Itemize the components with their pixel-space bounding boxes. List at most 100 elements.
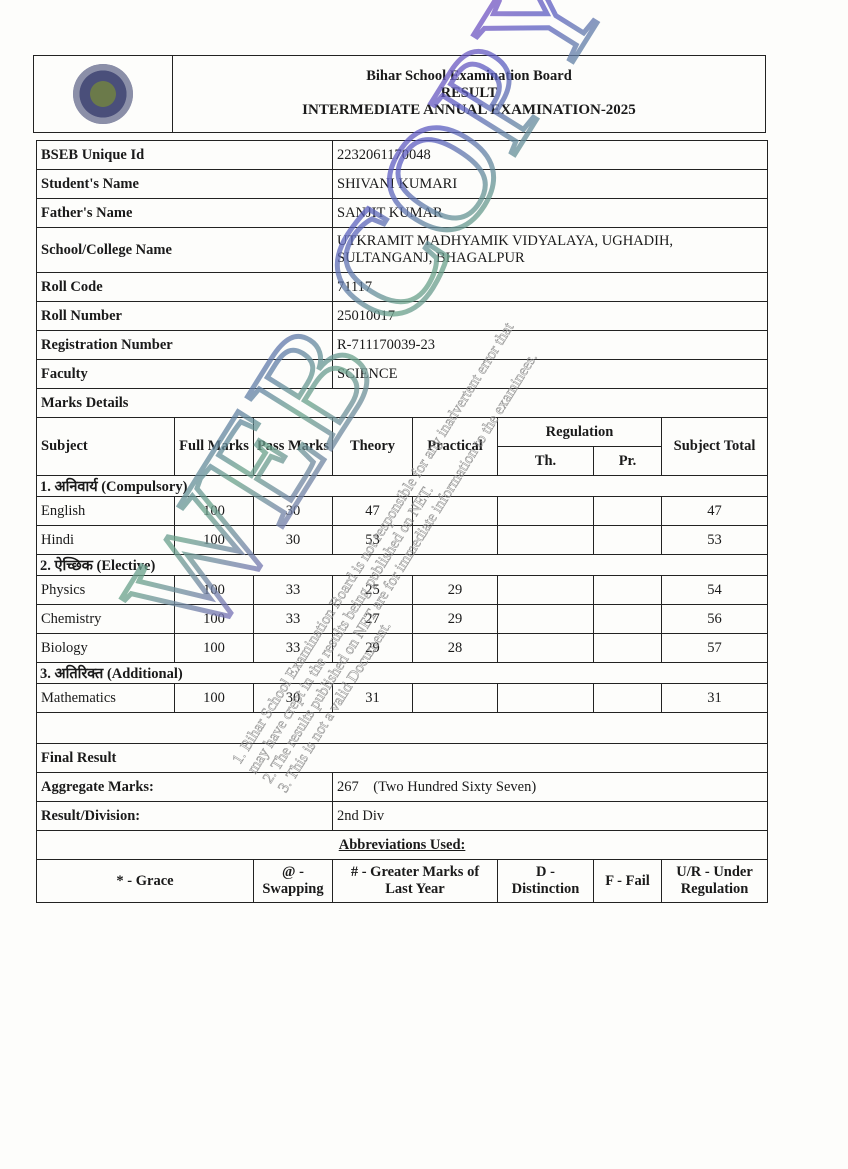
subject-row: Biology 100 33 29 28 57 xyxy=(36,633,769,663)
abbr-title-row: Abbreviations Used: xyxy=(35,830,769,860)
subject-name: Physics xyxy=(36,575,175,605)
info-value: 71117 xyxy=(331,272,769,302)
marks-pr xyxy=(593,604,662,634)
info-label: Roll Number xyxy=(36,301,333,331)
marks-theory: 25 xyxy=(332,575,413,605)
marks-full: 100 xyxy=(174,575,254,605)
info-value: R-711170039-23 xyxy=(331,330,769,360)
info-label: Student's Name xyxy=(36,169,333,199)
final-result-row: Final Result xyxy=(35,743,769,773)
header-subject-total: Subject Total xyxy=(660,417,769,476)
abbreviation-item: # - Greater Marks of Last Year xyxy=(332,859,498,903)
marks-pass: 33 xyxy=(253,604,333,634)
result-title: RESULT xyxy=(440,85,498,101)
marks-full: 100 xyxy=(174,604,254,634)
marks-pass: 30 xyxy=(253,525,333,555)
marks-th xyxy=(497,496,594,526)
marks-practical: 28 xyxy=(412,633,498,663)
abbreviations-title: Abbreviations Used: xyxy=(35,830,769,860)
marks-total: 57 xyxy=(660,633,769,663)
info-value: 2232061170048 xyxy=(331,140,769,170)
division-row: Result/Division: 2nd Div xyxy=(36,801,769,831)
marks-th xyxy=(497,525,594,555)
marks-theory: 29 xyxy=(332,633,413,663)
marks-th xyxy=(497,604,594,634)
info-row: BSEB Unique Id 2232061170048 xyxy=(36,140,769,170)
section-row: 1. अनिवार्य (Compulsory) xyxy=(35,475,769,497)
subject-name: English xyxy=(36,496,175,526)
blank-row xyxy=(35,712,769,744)
header-full-marks: Full Marks xyxy=(174,417,254,476)
board-name: Bihar School Examination Board xyxy=(366,68,572,84)
abbreviation-item: F - Fail xyxy=(593,859,662,903)
marks-theory: 27 xyxy=(332,604,413,634)
info-value: SANJIT KUMAR xyxy=(331,198,769,228)
header-theory: Theory xyxy=(332,417,413,476)
marks-practical: 29 xyxy=(412,575,498,605)
subject-row: English 100 30 47 47 xyxy=(36,496,769,526)
marks-header-row: Subject Full Marks Pass Marks Theory Practic… xyxy=(36,417,769,476)
section-row: 2. ऐच्छिक (Elective) xyxy=(35,554,769,576)
exam-name: INTERMEDIATE ANNUAL EXAMINATION-2025 xyxy=(302,102,636,118)
marks-pass: 33 xyxy=(253,633,333,663)
info-row: Faculty SCIENCE xyxy=(36,359,769,389)
subject-name: Biology xyxy=(36,633,175,663)
marks-pr xyxy=(593,683,662,713)
info-row: Registration Number R-711170039-23 xyxy=(36,330,769,360)
subject-row: Hindi 100 30 53 53 xyxy=(36,525,769,555)
marks-total: 56 xyxy=(660,604,769,634)
final-result-title: Final Result xyxy=(35,743,769,773)
subject-name: Chemistry xyxy=(36,604,175,634)
header-regulation-th: Th. xyxy=(497,446,594,476)
marks-total: 54 xyxy=(660,575,769,605)
aggregate-value: 267 (Two Hundred Sixty Seven) xyxy=(331,772,769,802)
section-title: 1. अनिवार्य (Compulsory) xyxy=(35,475,769,497)
info-label: Roll Code xyxy=(36,272,333,302)
abbreviation-item: * - Grace xyxy=(36,859,254,903)
marks-pr xyxy=(593,496,662,526)
section-row: 3. अतिरिक्त (Additional) xyxy=(35,662,769,684)
section-title: 2. ऐच्छिक (Elective) xyxy=(35,554,769,576)
marks-subheader-row: Th. Pr. xyxy=(37,446,768,476)
section-title: 3. अतिरिक्त (Additional) xyxy=(35,662,769,684)
blank-cell xyxy=(35,712,769,744)
subject-row: Physics 100 33 25 29 54 xyxy=(36,575,769,605)
info-value: 25010017 xyxy=(331,301,769,331)
marks-total: 47 xyxy=(660,496,769,526)
marks-pr xyxy=(593,525,662,555)
marks-total: 53 xyxy=(660,525,769,555)
info-label: Faculty xyxy=(36,359,333,389)
aggregate-row: Aggregate Marks: 267 (Two Hundred Sixty S… xyxy=(36,772,769,802)
marks-full: 100 xyxy=(174,525,254,555)
marks-pass: 30 xyxy=(253,683,333,713)
logo-cell xyxy=(34,56,173,132)
marks-full: 100 xyxy=(174,683,254,713)
info-value: SHIVANI KUMARI xyxy=(331,169,769,199)
info-label: Father's Name xyxy=(36,198,333,228)
info-row: Roll Code 71117 xyxy=(36,272,769,302)
marks-total: 31 xyxy=(660,683,769,713)
aggregate-label: Aggregate Marks: xyxy=(36,772,333,802)
abbreviation-item: @ - Swapping xyxy=(253,859,333,903)
abbreviation-item: D - Distinction xyxy=(497,859,594,903)
marks-pass: 30 xyxy=(253,496,333,526)
result-table: BSEB Unique Id 2232061170048 Student's Nam… xyxy=(35,140,769,903)
division-value: 2nd Div xyxy=(331,801,769,831)
abbreviation-item: U/R - Under Regulation xyxy=(660,859,769,903)
subject-row: Chemistry 100 33 27 29 56 xyxy=(36,604,769,634)
info-row: School/College Name UTKRAMIT MADHYAMIK VI… xyxy=(36,227,769,273)
subject-name: Mathematics xyxy=(36,683,175,713)
info-row: Father's Name SANJIT KUMAR xyxy=(36,198,769,228)
info-label: BSEB Unique Id xyxy=(36,140,333,170)
abbr-row: * - Grace @ - Swapping # - Greater Marks o… xyxy=(36,859,769,903)
marks-full: 100 xyxy=(174,633,254,663)
subject-name: Hindi xyxy=(36,525,175,555)
info-value: UTKRAMIT MADHYAMIK VIDYALAYA, UGHADIH, S… xyxy=(331,227,769,273)
division-label: Result/Division: xyxy=(36,801,333,831)
marks-practical xyxy=(412,683,498,713)
header-subject: Subject xyxy=(36,417,175,476)
marks-theory: 47 xyxy=(332,496,413,526)
header-pass-marks: Pass Marks xyxy=(253,417,333,476)
info-label: Registration Number xyxy=(36,330,333,360)
marks-theory: 53 xyxy=(332,525,413,555)
